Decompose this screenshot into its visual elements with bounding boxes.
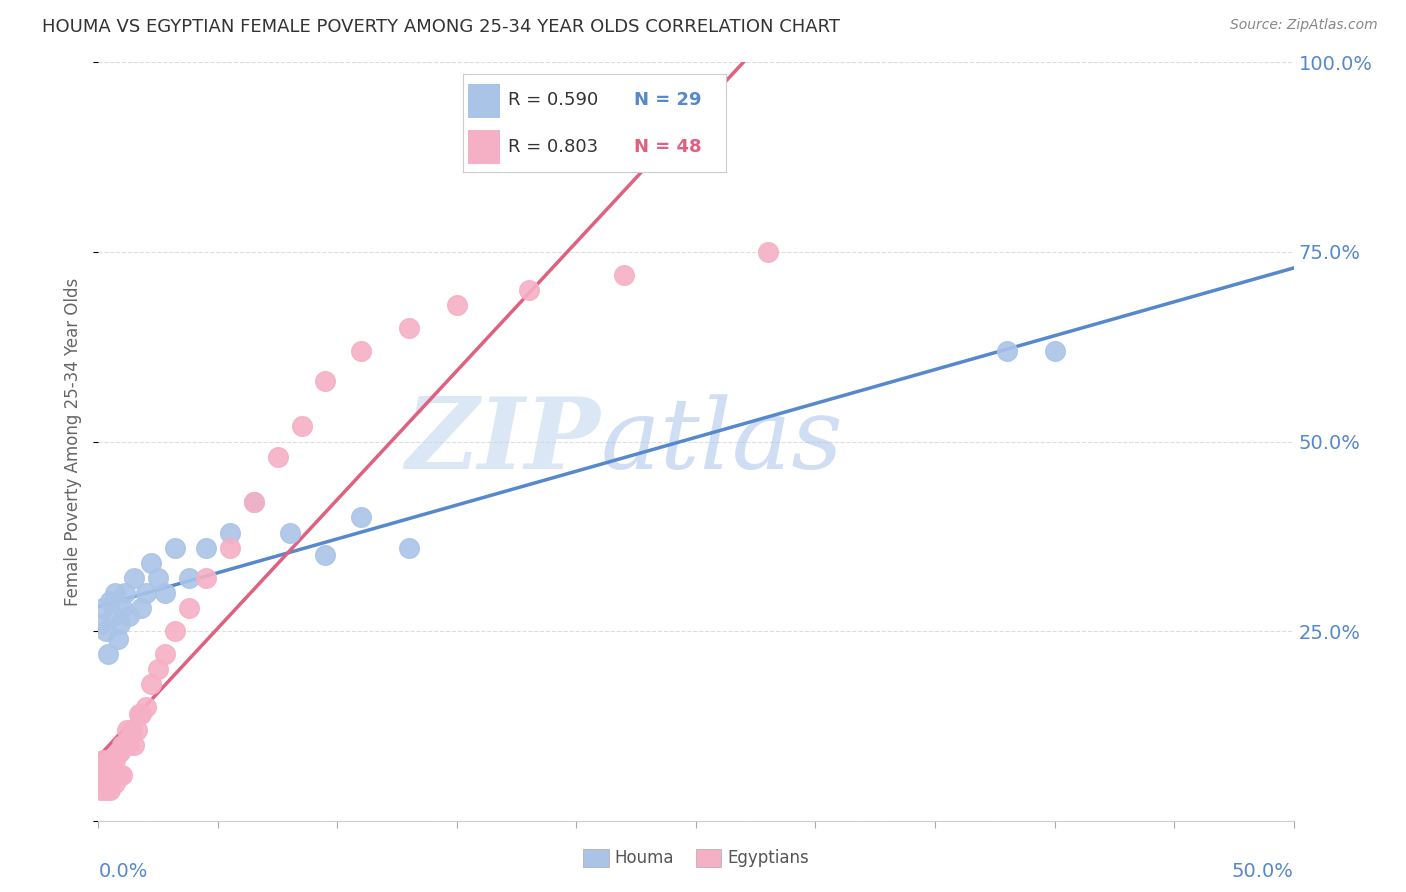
Point bbox=[90, 768, 112, 782]
Point bbox=[94, 624, 117, 639]
Point bbox=[111, 738, 134, 752]
Point bbox=[108, 768, 131, 782]
Point bbox=[315, 548, 337, 563]
Point bbox=[219, 525, 242, 540]
Point bbox=[135, 586, 157, 600]
Point bbox=[97, 647, 120, 661]
Point bbox=[115, 723, 138, 737]
Point bbox=[613, 268, 636, 282]
Text: 50.0%: 50.0% bbox=[1232, 863, 1294, 881]
Point bbox=[243, 495, 266, 509]
Point bbox=[125, 723, 148, 737]
Point bbox=[139, 677, 162, 691]
Point bbox=[163, 541, 186, 555]
Text: ZIP: ZIP bbox=[405, 393, 600, 490]
Point bbox=[104, 753, 127, 767]
Point bbox=[91, 753, 114, 767]
Point bbox=[108, 616, 131, 631]
Text: HOUMA VS EGYPTIAN FEMALE POVERTY AMONG 25-34 YEAR OLDS CORRELATION CHART: HOUMA VS EGYPTIAN FEMALE POVERTY AMONG 2… bbox=[42, 18, 841, 36]
Point bbox=[118, 608, 141, 623]
Point bbox=[97, 776, 120, 790]
Point bbox=[107, 632, 129, 646]
Point bbox=[155, 647, 177, 661]
Point bbox=[195, 571, 218, 585]
Point bbox=[98, 768, 122, 782]
Point bbox=[350, 510, 373, 524]
Point bbox=[135, 699, 157, 714]
Point bbox=[91, 776, 114, 790]
Point bbox=[107, 746, 129, 760]
Point bbox=[124, 571, 146, 585]
Point bbox=[104, 776, 127, 790]
Point bbox=[101, 753, 124, 767]
Point bbox=[267, 450, 290, 464]
Point bbox=[1043, 343, 1066, 358]
Point bbox=[398, 320, 420, 334]
Point bbox=[131, 707, 153, 722]
Point bbox=[107, 768, 129, 782]
Point bbox=[131, 601, 153, 615]
Point bbox=[315, 374, 337, 388]
Point bbox=[87, 760, 110, 774]
Point bbox=[87, 776, 110, 790]
Point bbox=[108, 746, 131, 760]
Point bbox=[101, 608, 124, 623]
Text: 0.0%: 0.0% bbox=[98, 863, 148, 881]
Point bbox=[98, 594, 122, 608]
Point bbox=[148, 571, 170, 585]
Text: Houma: Houma bbox=[614, 849, 673, 867]
Point bbox=[111, 601, 134, 615]
Point bbox=[278, 525, 301, 540]
Point bbox=[155, 586, 177, 600]
Point bbox=[995, 343, 1018, 358]
Point bbox=[446, 298, 468, 312]
Y-axis label: Female Poverty Among 25-34 Year Olds: Female Poverty Among 25-34 Year Olds bbox=[65, 277, 83, 606]
Point bbox=[118, 738, 141, 752]
Point bbox=[94, 783, 117, 797]
Point bbox=[243, 495, 266, 509]
Point bbox=[97, 753, 120, 767]
Point bbox=[90, 783, 112, 797]
Point bbox=[756, 244, 779, 259]
Point bbox=[121, 723, 143, 737]
Point bbox=[124, 738, 146, 752]
Point bbox=[179, 571, 201, 585]
Point bbox=[114, 586, 136, 600]
Point bbox=[94, 768, 117, 782]
Point bbox=[219, 541, 242, 555]
Text: Egyptians: Egyptians bbox=[727, 849, 808, 867]
Point bbox=[163, 624, 186, 639]
Point bbox=[398, 541, 420, 555]
Point bbox=[195, 541, 218, 555]
Point bbox=[139, 556, 162, 570]
Point bbox=[517, 283, 540, 297]
Point bbox=[101, 768, 124, 782]
Point bbox=[114, 738, 136, 752]
Point bbox=[104, 586, 127, 600]
Point bbox=[148, 662, 170, 676]
Point bbox=[350, 343, 373, 358]
Text: atlas: atlas bbox=[600, 394, 844, 489]
Point bbox=[291, 419, 314, 434]
Point bbox=[111, 768, 134, 782]
Point bbox=[91, 601, 114, 615]
Text: Source: ZipAtlas.com: Source: ZipAtlas.com bbox=[1230, 18, 1378, 32]
Point bbox=[128, 707, 150, 722]
Point bbox=[98, 783, 122, 797]
Point bbox=[179, 601, 201, 615]
Point bbox=[90, 616, 112, 631]
